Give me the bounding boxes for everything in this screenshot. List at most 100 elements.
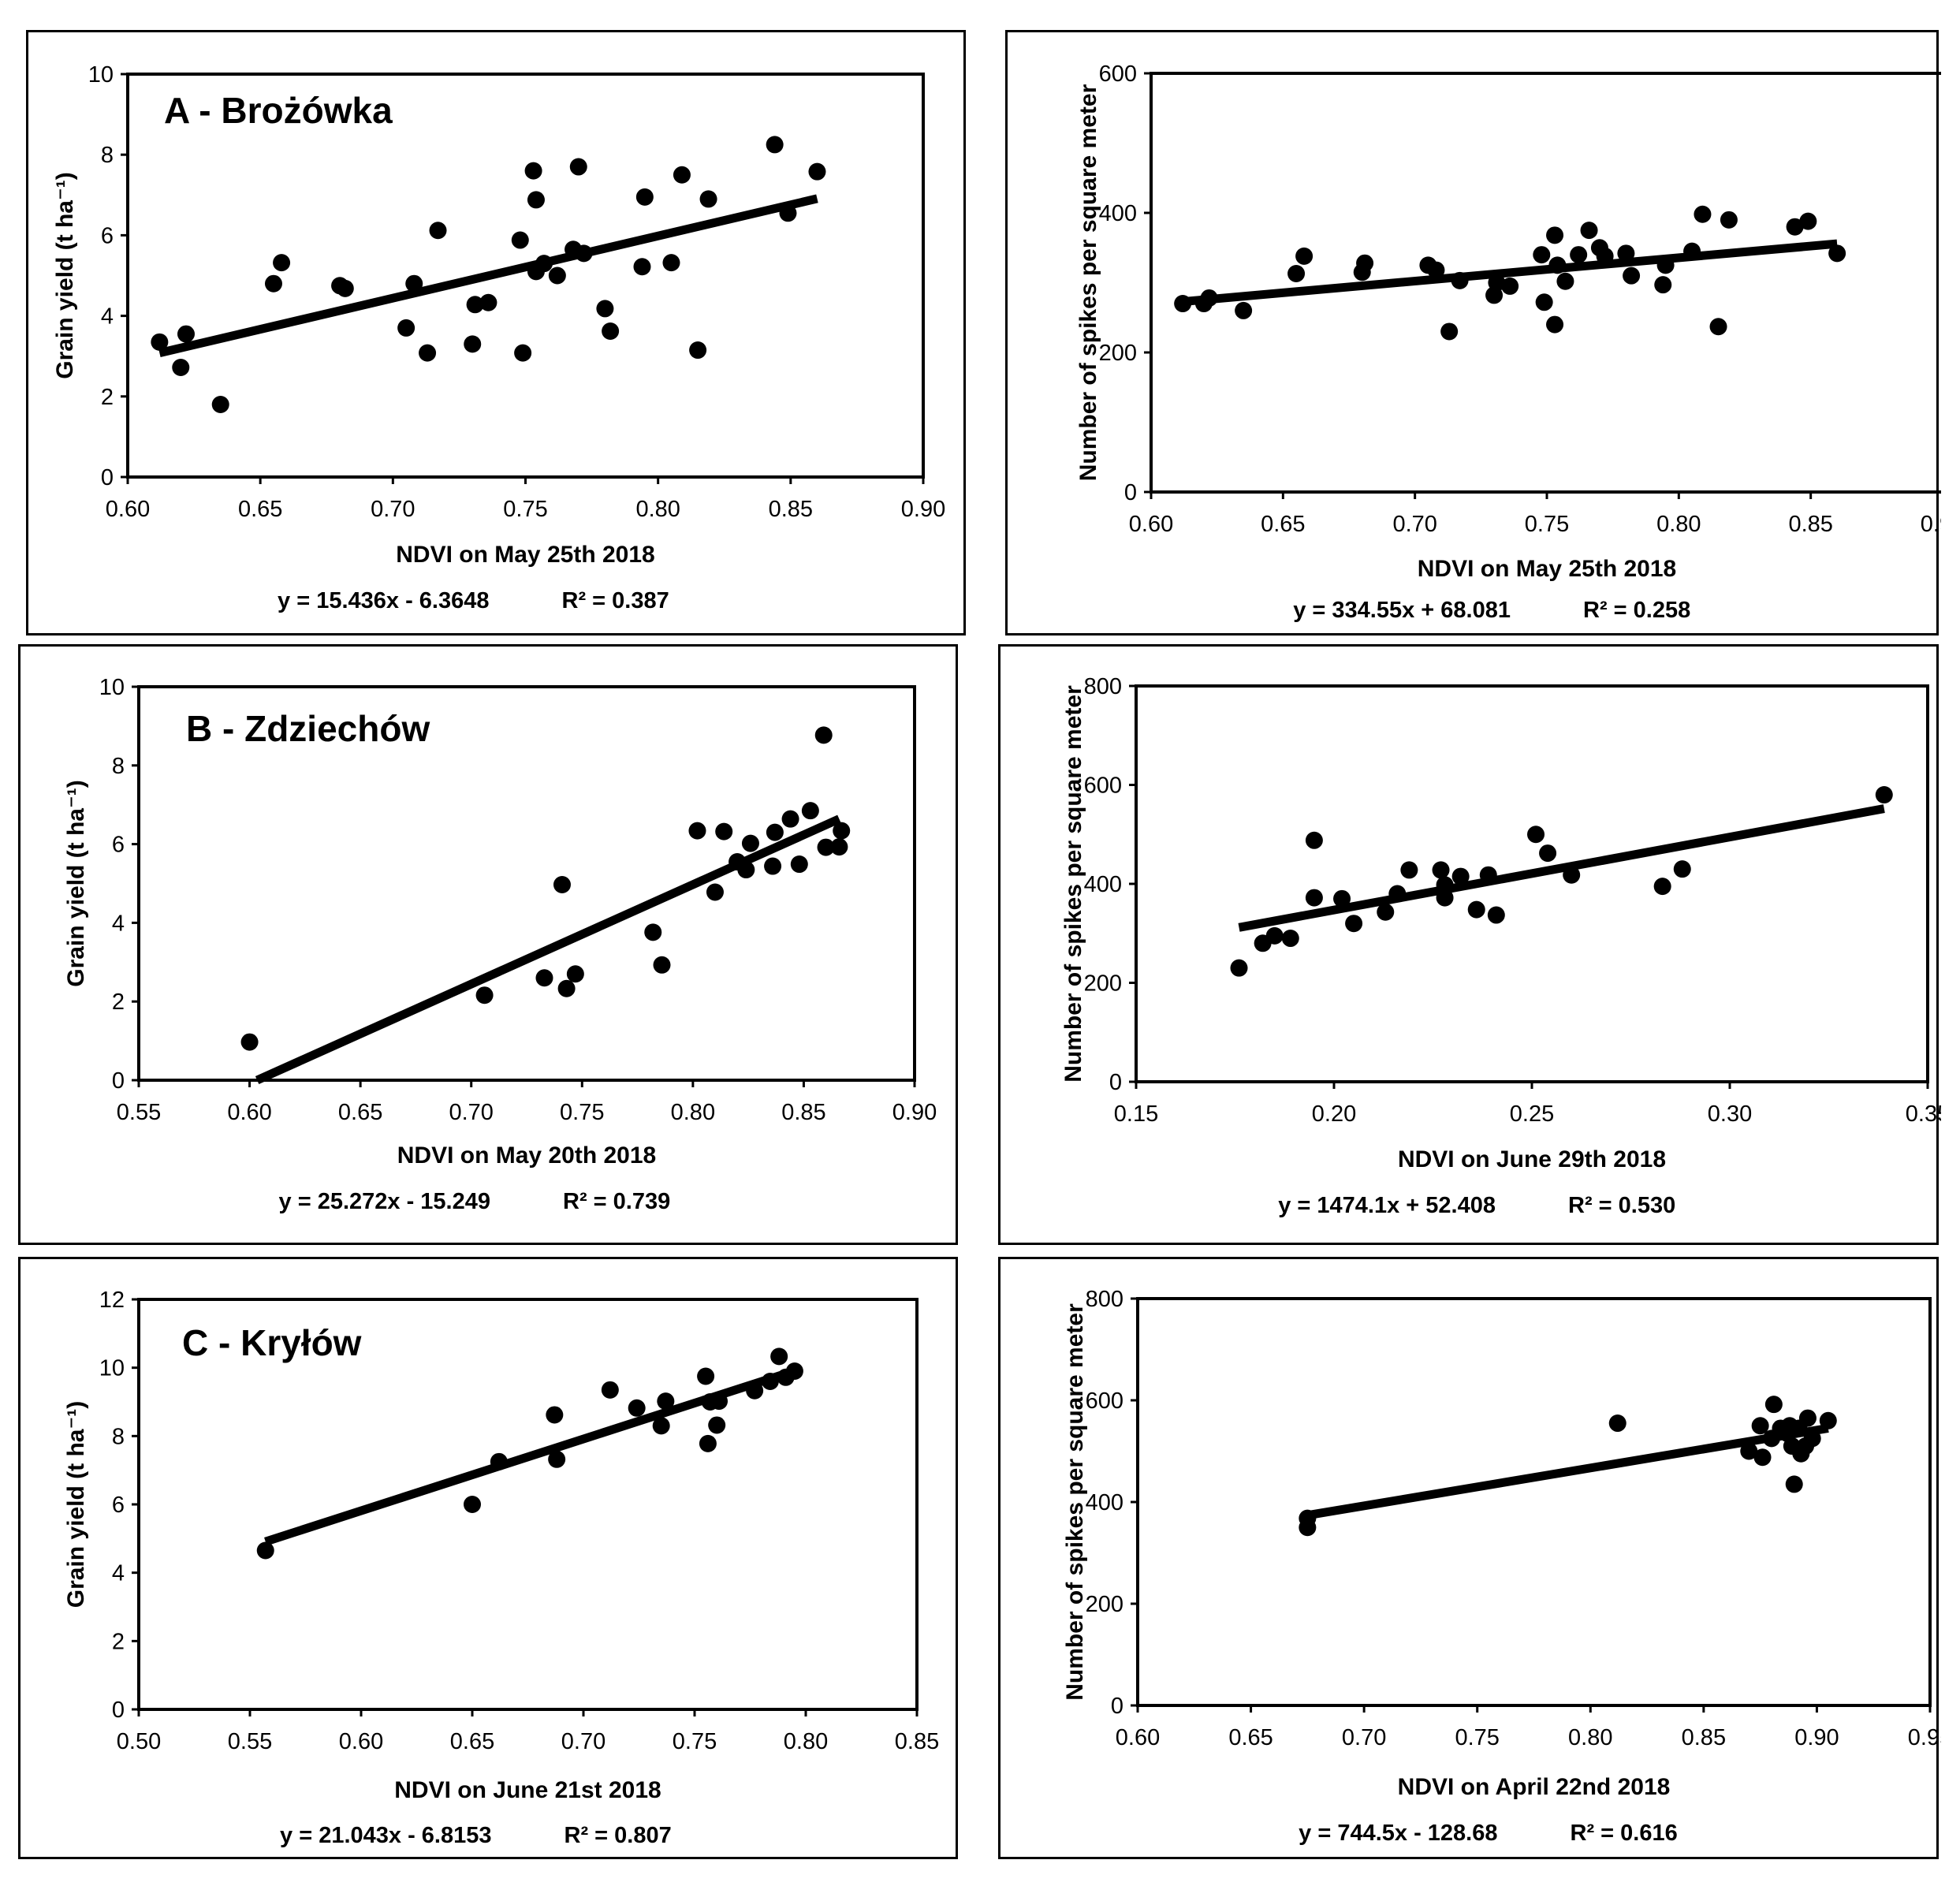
data-point (511, 231, 529, 249)
data-point (1345, 915, 1363, 933)
data-point (1798, 1409, 1817, 1427)
data-point (737, 861, 755, 879)
x-axis-label: NDVI on May 20th 2018 (397, 1142, 656, 1168)
x-tick-label: 0.85 (1682, 1725, 1726, 1750)
data-point (1305, 831, 1323, 849)
x-tick-label: 0.90 (1921, 512, 1941, 537)
x-tick-label: 0.80 (1568, 1725, 1612, 1750)
x-tick-label: 0.60 (1129, 512, 1173, 537)
y-axis-label: Grain yield (t ha⁻¹) (63, 780, 89, 987)
data-point (779, 204, 797, 222)
data-point (1265, 926, 1284, 945)
data-point (524, 162, 542, 180)
data-point (801, 802, 819, 820)
data-point (708, 1416, 726, 1434)
data-point (790, 855, 808, 874)
data-point (1546, 315, 1564, 334)
y-tick-label: 10 (99, 675, 125, 700)
data-point (1377, 903, 1395, 921)
data-point (602, 322, 620, 341)
x-tick-label: 0.60 (106, 497, 150, 522)
data-point (1440, 322, 1459, 341)
data-point (264, 274, 282, 293)
data-point (699, 190, 717, 208)
y-tick-label: 0 (1111, 1694, 1123, 1719)
x-tick-label: 0.55 (117, 1100, 161, 1125)
data-point (1501, 277, 1519, 295)
x-axis-label: NDVI on June 21st 2018 (394, 1777, 661, 1803)
data-point (527, 191, 545, 209)
data-point (475, 986, 494, 1004)
y-tick-label: 2 (101, 385, 114, 410)
y-tick-label: 4 (112, 1561, 125, 1586)
data-point (1467, 900, 1485, 919)
data-point (1479, 866, 1497, 884)
chart-c-spikes: 0 200 400 600 800 0.60 0.65 0.70 0.75 0.80 0.85 0.9… (1062, 1287, 1941, 1846)
data-point (761, 1373, 779, 1390)
x-tick-label: 0.70 (371, 497, 415, 522)
site-title: C - Kryłów (182, 1322, 362, 1363)
y-axis-label: Number of spikes per square meter (1060, 685, 1086, 1083)
data-point (1356, 254, 1374, 272)
x-axis-label: NDVI on May 25th 2018 (1418, 556, 1676, 582)
data-point (1487, 906, 1505, 924)
data-point (635, 188, 654, 206)
data-point (1451, 867, 1470, 885)
data-point (833, 822, 851, 840)
data-point (1617, 244, 1635, 263)
data-point (1230, 959, 1248, 977)
data-point (699, 1434, 717, 1452)
panel-c-spikes: 0 200 400 600 800 0.60 0.65 0.70 0.75 0.80 0.85 0.9… (998, 1257, 1941, 1859)
data-point (1709, 318, 1727, 336)
data-point (1546, 226, 1564, 244)
chart-b-yield: 0 2 4 6 8 10 0.55 0.60 0.65 0.70 0.75 0.80 0.85 0.90 B… (63, 675, 937, 1214)
x-tick-label: 0.80 (1656, 512, 1701, 537)
data-point (1608, 1414, 1627, 1433)
y-tick-label: 10 (88, 62, 114, 88)
data-point (1281, 930, 1299, 948)
data-point (1432, 861, 1450, 879)
data-point (1596, 247, 1614, 265)
x-tick-label: 0.60 (1116, 1725, 1160, 1750)
y-tick-label: 400 (1099, 201, 1137, 226)
data-point (1656, 256, 1675, 274)
data-point (688, 822, 706, 840)
plot-area-frame (1150, 72, 1941, 494)
data-point (535, 255, 553, 273)
data-point (1785, 1475, 1803, 1493)
data-point (1563, 866, 1581, 884)
y-tick-label: 0 (1109, 1070, 1122, 1095)
plot-area-frame (137, 685, 916, 1082)
data-point (715, 822, 733, 840)
y-tick-label: 200 (1084, 971, 1122, 997)
x-axis-label: NDVI on May 25th 2018 (396, 542, 654, 568)
chart-a-spikes: 0 200 400 600 0.60 0.65 0.70 0.75 0.80 0.85 0.90 Nu… (1075, 62, 1941, 623)
data-point (557, 979, 576, 997)
site-title: A - Brożówka (164, 90, 393, 131)
x-tick-label: 0.75 (503, 497, 547, 522)
y-tick-label: 600 (1084, 773, 1122, 799)
data-point (1580, 222, 1598, 240)
x-tick-label: 0.80 (671, 1100, 715, 1125)
data-point (1799, 212, 1817, 230)
x-tick-label: 0.30 (1708, 1101, 1752, 1127)
data-point (601, 1381, 619, 1399)
data-point (1400, 861, 1418, 879)
x-tick-label: 0.85 (1788, 512, 1832, 537)
data-point (569, 158, 587, 176)
panel-a-yield: 0 2 4 6 8 10 0.60 0.65 0.70 0.75 0.80 0.85 0.90 A - B… (26, 30, 966, 636)
x-tick-label: 0.75 (1525, 512, 1569, 537)
regression-equation: y = 334.55x + 68.081 (1293, 598, 1511, 623)
y-tick-label: 6 (101, 223, 114, 248)
plot-area-frame (1135, 684, 1929, 1083)
data-point (830, 838, 848, 856)
chart-c-yield: 0 2 4 6 8 10 12 0.50 0.55 0.60 0.65 0.70 0.75 0.80 0.8… (63, 1288, 939, 1848)
data-point (419, 344, 437, 362)
x-tick-label: 0.95 (1908, 1725, 1941, 1750)
y-tick-label: 600 (1086, 1388, 1123, 1414)
data-point (211, 396, 229, 414)
data-point (1287, 264, 1306, 282)
data-point (817, 838, 835, 856)
data-point (1673, 860, 1691, 878)
y-tick-label: 2 (112, 1629, 125, 1654)
